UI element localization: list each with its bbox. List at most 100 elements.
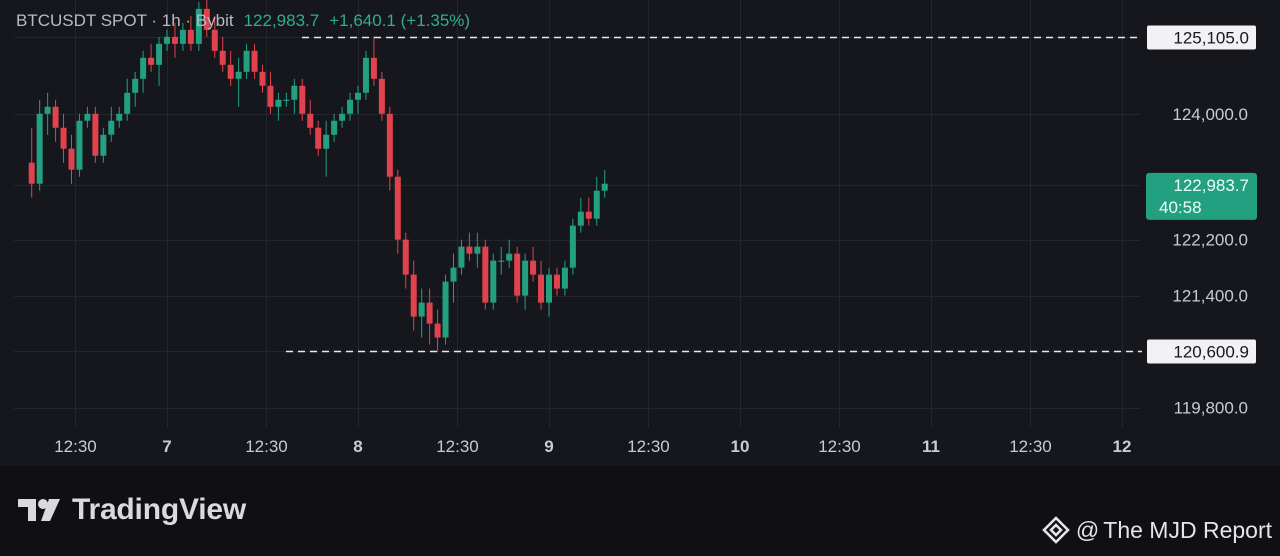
- candle-body: [267, 85, 274, 107]
- footer: [0, 466, 1280, 556]
- x-tick-label: 10: [731, 437, 750, 456]
- candle-body: [203, 8, 210, 30]
- candle-body: [291, 85, 298, 100]
- candle-body: [275, 99, 282, 107]
- candle-body: [219, 50, 226, 65]
- candle-body: [546, 274, 552, 303]
- y-tick-label: 121,400.0: [1172, 287, 1248, 306]
- watermark: @ The MJD Report: [1042, 516, 1272, 544]
- candle-body: [569, 225, 576, 268]
- candle-body: [108, 120, 115, 135]
- y-tick-label: 119,800.0: [1174, 399, 1248, 418]
- candle-countdown-label: 40:58: [1159, 198, 1202, 217]
- candle-body: [474, 246, 481, 254]
- candle-body: [299, 85, 306, 114]
- candle-body: [394, 176, 401, 240]
- candle-body: [585, 211, 592, 219]
- tradingview-logo[interactable]: TradingView: [16, 493, 246, 527]
- candle-body: [323, 134, 330, 149]
- candle-body: [434, 323, 441, 338]
- candle-body: [36, 113, 43, 184]
- candle-body: [331, 120, 338, 135]
- candle-body: [577, 211, 584, 226]
- candle-body: [243, 50, 250, 72]
- x-tick-label: 12:30: [54, 437, 97, 456]
- candle-body: [490, 260, 497, 303]
- tradingview-brand: TradingView: [72, 493, 246, 526]
- candle-body: [124, 92, 131, 114]
- symbol-header: BTCUSDT SPOT · 1h · Bybit 122,983.7 +1,640…: [16, 11, 470, 31]
- candle-body: [164, 36, 170, 44]
- x-tick-label: 11: [922, 437, 940, 456]
- candle-body: [538, 274, 545, 303]
- candle-body: [116, 113, 123, 121]
- candle-body: [187, 29, 194, 44]
- candle-body: [156, 43, 163, 65]
- candle-body: [259, 71, 266, 86]
- candle-body: [307, 113, 314, 128]
- candle-body: [179, 29, 186, 44]
- chart-panel[interactable]: 124,000.0 122,200.0 121,400.0 119,800.0 125,…: [0, 0, 1280, 466]
- candle-body: [76, 120, 83, 170]
- diamond-logo-icon: [1042, 516, 1070, 544]
- y-tick-label: 124,000.0: [1172, 105, 1248, 124]
- candle-body: [514, 253, 521, 296]
- x-tick-label: 12:30: [245, 437, 288, 456]
- x-tick-label: 7: [162, 437, 171, 456]
- candle-body: [68, 148, 75, 170]
- candle-body: [140, 57, 147, 79]
- candle-body: [235, 71, 242, 79]
- candle-body: [601, 183, 608, 191]
- symbol-label: BTCUSDT SPOT · 1h · Bybit: [16, 11, 234, 30]
- candle-body: [553, 274, 560, 289]
- candle-body: [418, 302, 425, 317]
- candlestick-chart[interactable]: 124,000.0 122,200.0 121,400.0 119,800.0 125,…: [0, 0, 1280, 466]
- x-tick-label: 12:30: [1009, 437, 1052, 456]
- y-tick-label: 122,200.0: [1172, 231, 1248, 250]
- credit-text: The MJD Report: [1103, 516, 1272, 543]
- candle-body: [362, 57, 369, 93]
- candle-body: [355, 92, 361, 100]
- candle-body: [386, 113, 393, 177]
- candle-body: [84, 113, 91, 121]
- header-price: 122,983.7: [243, 11, 320, 30]
- at-sign: @: [1075, 516, 1100, 543]
- high-price-badge: [1147, 25, 1256, 50]
- candle-body: [450, 267, 457, 282]
- tradingview-mark-icon: [18, 499, 60, 521]
- candle-body: [52, 106, 59, 128]
- candle-body: [100, 134, 107, 156]
- x-tick-label: 12:30: [818, 437, 861, 456]
- candle-body: [148, 57, 155, 65]
- candle-body: [530, 260, 537, 275]
- candle-body: [211, 29, 218, 51]
- candle-body: [426, 302, 433, 324]
- candle-body: [171, 36, 178, 44]
- x-tick-label: 9: [544, 437, 553, 456]
- candle-body: [378, 78, 385, 114]
- x-tick-label: 8: [353, 437, 362, 456]
- last-price-label: 122,983.7: [1173, 176, 1249, 195]
- candle-body: [227, 64, 234, 79]
- x-tick-label: 12:30: [627, 437, 670, 456]
- candle-body: [410, 274, 417, 317]
- candle-body: [442, 281, 449, 338]
- candle-body: [458, 246, 465, 268]
- candle-body: [593, 190, 600, 219]
- candle-body: [195, 8, 202, 44]
- candle-body: [28, 162, 35, 184]
- candle-body: [466, 246, 473, 254]
- candle-body: [498, 260, 505, 262]
- candle-body: [339, 113, 346, 121]
- header-change: +1,640.1 (+1.35%): [329, 11, 471, 30]
- candle-body: [283, 99, 290, 101]
- candle-body: [132, 78, 139, 93]
- candle-body: [315, 127, 322, 149]
- candle-body: [506, 253, 513, 261]
- x-tick-label: 12:30: [436, 437, 479, 456]
- candle-body: [44, 106, 51, 114]
- candle-body: [370, 57, 377, 79]
- candle-body: [60, 127, 67, 149]
- candle-body: [347, 99, 354, 114]
- candle-body: [92, 113, 99, 156]
